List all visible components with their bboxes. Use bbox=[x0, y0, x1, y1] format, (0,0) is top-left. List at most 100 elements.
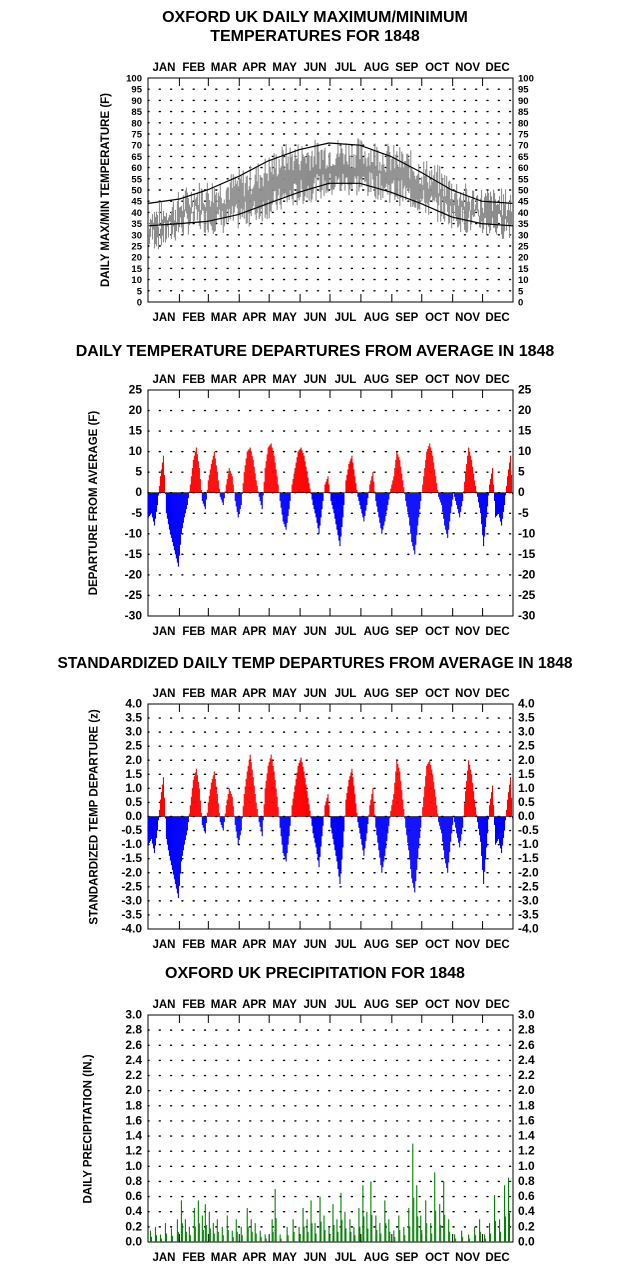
month-label-top: MAR bbox=[211, 688, 238, 700]
month-label-bottom: APR bbox=[242, 312, 267, 324]
month-label-bottom: APR bbox=[242, 939, 267, 951]
month-label-bottom: SEP bbox=[395, 939, 418, 951]
y-tick-label-left: -4.0 bbox=[121, 922, 142, 936]
y-tick-label-left: -2.5 bbox=[121, 879, 142, 893]
y-tick-label-right: 45 bbox=[518, 197, 529, 208]
y-tick-label-left: 1.0 bbox=[125, 781, 142, 795]
y-tick-label-right: 1.8 bbox=[518, 1098, 535, 1112]
y-tick-label-right: 1.6 bbox=[518, 1113, 535, 1127]
y-tick-label-right: 5 bbox=[518, 286, 524, 297]
y-tick-label-right: 0.0 bbox=[518, 1235, 535, 1249]
y-tick-label-right: -2.0 bbox=[518, 865, 539, 879]
month-label-bottom: AUG bbox=[364, 939, 390, 951]
y-tick-label-right: 15 bbox=[518, 424, 532, 438]
y-tick-label-left: -0.5 bbox=[121, 823, 142, 837]
y-tick-label-right: 100 bbox=[518, 74, 534, 85]
month-label-top: NOV bbox=[455, 999, 480, 1011]
month-label-top: JUN bbox=[304, 688, 327, 700]
month-label-bottom: JUN bbox=[304, 939, 327, 951]
month-label-top: DEC bbox=[485, 688, 509, 700]
y-tick-label-left: 10 bbox=[131, 275, 142, 286]
y-tick-label-left: 0.0 bbox=[125, 1235, 142, 1249]
month-label-top: AUG bbox=[364, 999, 390, 1011]
month-label-top: DEC bbox=[485, 374, 509, 386]
temperature-chart-title-line1: OXFORD UK DAILY MAXIMUM/MINIMUM bbox=[162, 9, 468, 26]
y-tick-label-right: 35 bbox=[518, 219, 529, 230]
y-tick-label-right: 2.8 bbox=[518, 1023, 535, 1037]
y-tick-label-left: 65 bbox=[131, 152, 142, 163]
month-label-bottom: MAY bbox=[272, 939, 297, 951]
y-tick-label-right: 20 bbox=[518, 403, 532, 417]
y-tick-label-right: 95 bbox=[518, 85, 529, 96]
month-label-bottom: JAN bbox=[152, 939, 175, 951]
month-label-bottom: SEP bbox=[395, 312, 418, 324]
y-tick-label-right: 0 bbox=[518, 485, 525, 499]
month-label-bottom: MAR bbox=[211, 939, 238, 951]
y-tick-label-left: 3.0 bbox=[125, 725, 142, 739]
y-tick-label-left: 15 bbox=[131, 264, 142, 275]
y-tick-label-left: 1.2 bbox=[125, 1144, 142, 1158]
month-label-bottom: JUL bbox=[335, 939, 357, 951]
month-label-top: JUL bbox=[335, 999, 357, 1011]
y-tick-label-right: 10 bbox=[518, 275, 529, 286]
y-tick-label-right: -30 bbox=[518, 609, 536, 623]
month-label-bottom: FEB bbox=[182, 312, 205, 324]
plot-frame bbox=[147, 1014, 514, 1243]
month-label-top: MAY bbox=[272, 62, 297, 74]
y-tick-label-right: -25 bbox=[518, 588, 536, 602]
y-tick-label-right: 80 bbox=[518, 118, 529, 129]
y-tick-label-left: 35 bbox=[131, 219, 142, 230]
month-label-bottom: JAN bbox=[152, 626, 175, 638]
month-label-bottom: DEC bbox=[485, 312, 509, 324]
month-label-top: JUN bbox=[304, 999, 327, 1011]
y-tick-label-left: 1.8 bbox=[125, 1098, 142, 1112]
month-label-bottom: AUG bbox=[364, 312, 390, 324]
y-tick-label-right: 20 bbox=[518, 253, 529, 264]
y-tick-label-right: -4.0 bbox=[518, 922, 539, 936]
y-tick-label-left: 60 bbox=[131, 163, 142, 174]
y-tick-label-right: 5 bbox=[518, 465, 525, 479]
y-tick-label-right: 30 bbox=[518, 230, 529, 241]
month-label-bottom: JUL bbox=[335, 1252, 357, 1264]
y-tick-label-left: 25 bbox=[131, 242, 142, 253]
y-tick-label-right: 15 bbox=[518, 264, 529, 275]
y-tick-label-right: 3.5 bbox=[518, 711, 535, 725]
y-tick-label-right: -0.5 bbox=[518, 823, 539, 837]
month-label-bottom: SEP bbox=[395, 1252, 418, 1264]
month-label-top: APR bbox=[242, 374, 267, 386]
y-tick-label-left: 2.5 bbox=[125, 739, 142, 753]
y-tick-label-right: 0.8 bbox=[518, 1174, 535, 1188]
y-tick-label-right: 60 bbox=[518, 163, 529, 174]
month-label-top: SEP bbox=[395, 62, 418, 74]
y-tick-label-left: 75 bbox=[131, 130, 142, 141]
month-label-top: MAY bbox=[272, 999, 297, 1011]
month-label-top: JAN bbox=[152, 688, 175, 700]
y-tick-label-right: 0.6 bbox=[518, 1189, 535, 1203]
month-label-top: JAN bbox=[152, 999, 175, 1011]
month-label-top: FEB bbox=[182, 688, 205, 700]
month-label-bottom: NOV bbox=[455, 1252, 480, 1264]
y-tick-label-left: 4.0 bbox=[125, 697, 142, 711]
month-label-bottom: MAY bbox=[272, 1252, 297, 1264]
y-tick-label-left: 2.0 bbox=[125, 1083, 142, 1097]
y-tick-label-right: 3.0 bbox=[518, 725, 535, 739]
y-tick-label-right: 65 bbox=[518, 152, 529, 163]
month-label-top: NOV bbox=[455, 62, 480, 74]
month-label-bottom: DEC bbox=[485, 1252, 509, 1264]
y-tick-label-left: 0.8 bbox=[125, 1174, 142, 1188]
y-tick-label-left: 95 bbox=[131, 85, 142, 96]
y-tick-label-left: -5 bbox=[131, 506, 142, 520]
y-tick-label-left: -30 bbox=[125, 609, 143, 623]
y-tick-label-right: 0.5 bbox=[518, 795, 535, 809]
y-tick-label-left: 80 bbox=[131, 118, 142, 129]
month-label-bottom: OCT bbox=[425, 626, 449, 638]
y-tick-label-left: 70 bbox=[131, 141, 142, 152]
y-tick-label-right: 50 bbox=[518, 186, 529, 197]
y-tick-label-left: -3.0 bbox=[121, 893, 142, 907]
y-tick-label-left: 0 bbox=[137, 298, 142, 309]
y-tick-label-right: -1.0 bbox=[518, 837, 539, 851]
temperature-chart-title-line2: TEMPERATURES FOR 1848 bbox=[210, 28, 420, 45]
y-tick-label-right: 2.5 bbox=[518, 739, 535, 753]
month-label-top: OCT bbox=[425, 62, 449, 74]
month-label-top: MAR bbox=[211, 999, 238, 1011]
